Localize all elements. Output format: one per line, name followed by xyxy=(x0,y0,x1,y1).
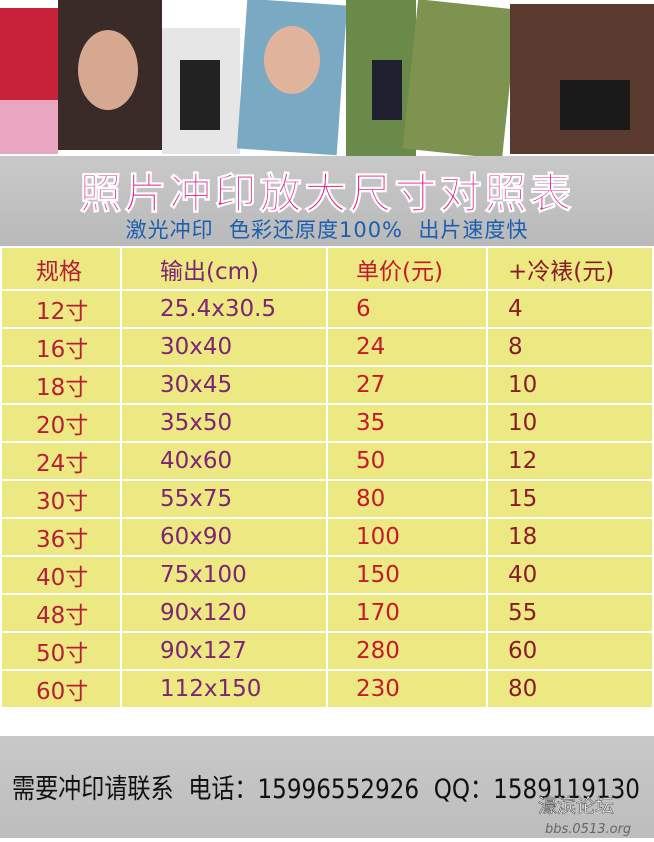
table-cell: 27 xyxy=(326,365,488,405)
table-cell: 230 xyxy=(326,669,488,709)
table-cell: 30x45 xyxy=(120,365,328,405)
footer: 需要冲印请联系 电话：15996552926 QQ：1589119130 濠滨论… xyxy=(0,736,654,838)
column-header: 输出(cm) xyxy=(120,246,328,291)
table-cell: 50寸 xyxy=(0,631,122,671)
table-row: 36寸 60x90 100 18 xyxy=(0,517,654,557)
table-cell: 100 xyxy=(326,517,488,557)
table-row: 30寸 55x75 80 15 xyxy=(0,479,654,519)
table-cell: 25.4x30.5 xyxy=(120,289,328,329)
table-cell: 35 xyxy=(326,403,488,443)
table-cell: 18 xyxy=(486,517,654,557)
table-cell: 6 xyxy=(326,289,488,329)
table-cell: 50 xyxy=(326,441,488,481)
column-header: 单价(元) xyxy=(326,246,488,291)
table-row: 16寸 30x40 24 8 xyxy=(0,327,654,367)
table-cell: 40寸 xyxy=(0,555,122,595)
table-cell: 60寸 xyxy=(0,669,122,709)
table-cell: 60 xyxy=(486,631,654,671)
watermark-url: bbs.0513.org xyxy=(545,822,631,837)
table-cell: 60x90 xyxy=(120,517,328,557)
table-cell: 8 xyxy=(486,327,654,367)
table-cell: 30寸 xyxy=(0,479,122,519)
column-header: +冷裱(元) xyxy=(486,246,654,291)
table-cell: 55x75 xyxy=(120,479,328,519)
contact: 需要冲印请联系 电话：15996552926 QQ：1589119130 xyxy=(12,774,640,805)
table-row: 18寸 30x45 27 10 xyxy=(0,365,654,405)
watermark: 濠滨论坛 xyxy=(538,795,614,817)
table-cell: 280 xyxy=(326,631,488,671)
table-row: 48寸 90x120 170 55 xyxy=(0,593,654,633)
table-row: 24寸 40x60 50 12 xyxy=(0,441,654,481)
table-row: 20寸 35x50 35 10 xyxy=(0,403,654,443)
footer-svg: 需要冲印请联系 电话：15996552926 QQ：1589119130 濠滨论… xyxy=(12,774,640,837)
header-row: 规格 输出(cm) 单价(元) +冷裱(元) xyxy=(0,246,654,291)
table-cell: 48寸 xyxy=(0,593,122,633)
table-cell: 20寸 xyxy=(0,403,122,443)
column-header: 规格 xyxy=(0,246,122,291)
table-cell: 40 xyxy=(486,555,654,595)
table-cell: 4 xyxy=(486,289,654,329)
table-cell: 15 xyxy=(486,479,654,519)
table-cell: 10 xyxy=(486,403,654,443)
table-row: 60寸 112x150 230 80 xyxy=(0,669,654,709)
table-cell: 80 xyxy=(326,479,488,519)
table-cell: 24寸 xyxy=(0,441,122,481)
title-band: 照片冲印放大尺寸对照表 激光冲印 色彩还原度100% 出片速度快 xyxy=(0,156,654,246)
table-cell: 36寸 xyxy=(0,517,122,557)
table-row: 40寸 75x100 150 40 xyxy=(0,555,654,595)
table-cell: 24 xyxy=(326,327,488,367)
table-cell: 10 xyxy=(486,365,654,405)
table-cell: 90x120 xyxy=(120,593,328,633)
table-cell: 35x50 xyxy=(120,403,328,443)
table-cell: 150 xyxy=(326,555,488,595)
table-cell: 90x127 xyxy=(120,631,328,671)
table-cell: 112x150 xyxy=(120,669,328,709)
table-cell: 75x100 xyxy=(120,555,328,595)
table-row: 12寸 25.4x30.5 6 4 xyxy=(0,289,654,329)
title: 照片冲印放大尺寸对照表 xyxy=(79,169,575,219)
table-cell: 18寸 xyxy=(0,365,122,405)
table-cell: 12寸 xyxy=(0,289,122,329)
table-cell: 40x60 xyxy=(120,441,328,481)
price-table: 规格 输出(cm) 单价(元) +冷裱(元) 12寸 25.4x30.5 6 4 16寸 30x4… xyxy=(0,246,654,709)
table-cell: 80 xyxy=(486,669,654,709)
photo-strip xyxy=(0,0,654,156)
table-row: 50寸 90x127 280 60 xyxy=(0,631,654,671)
table-cell: 170 xyxy=(326,593,488,633)
table-cell: 30x40 xyxy=(120,327,328,367)
table-cell: 16寸 xyxy=(0,327,122,367)
subtitle: 激光冲印 色彩还原度100% 出片速度快 xyxy=(125,218,529,242)
table-cell: 55 xyxy=(486,593,654,633)
table-cell: 12 xyxy=(486,441,654,481)
